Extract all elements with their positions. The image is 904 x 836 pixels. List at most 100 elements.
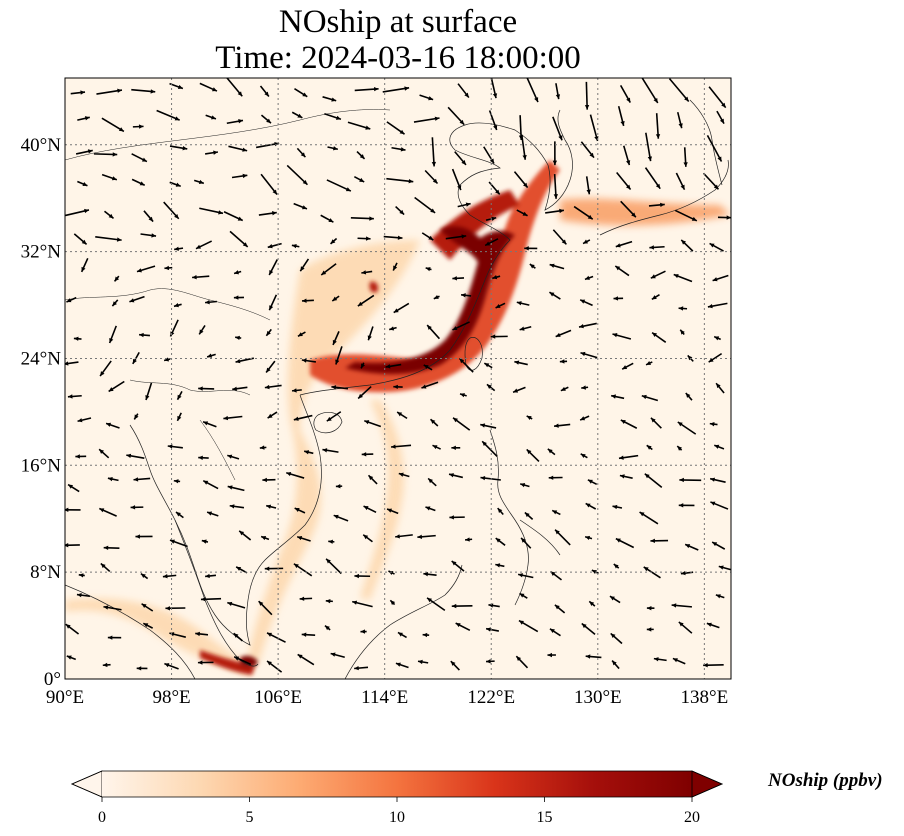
colorbar-extend-min: [70, 770, 103, 798]
wind-arrow: [644, 473, 663, 489]
indochina-coast: [129, 394, 322, 646]
wind-arrow: [708, 352, 723, 363]
wind-arrow: [703, 663, 724, 668]
wind-arrow: [301, 632, 316, 637]
colorbar-tick-label: 0: [98, 809, 106, 826]
wind-arrow: [100, 562, 111, 573]
wind-arrow: [293, 563, 313, 577]
wind-arrow: [347, 121, 371, 130]
wind-arrow: [229, 230, 249, 248]
wind-arrow: [555, 83, 561, 100]
wind-arrow: [714, 444, 725, 450]
wind-arrow: [260, 535, 270, 541]
wind-arrow: [335, 346, 343, 365]
wind-arrow: [357, 385, 372, 400]
wind-arrow: [707, 302, 728, 309]
wind-arrow: [678, 306, 688, 311]
wind-arrow: [77, 180, 88, 187]
wind-arrow: [559, 359, 568, 364]
wind-arrow: [552, 229, 567, 245]
philippines-coast: [489, 429, 561, 606]
wind-arrow: [524, 511, 534, 521]
colorbar-tick-label: 15: [537, 809, 553, 826]
wind-arrow: [291, 388, 302, 393]
wind-arrow: [513, 171, 529, 189]
wind-arrow: [382, 86, 410, 93]
wind-arrow: [395, 534, 413, 539]
wind-arrow: [485, 627, 500, 632]
wind-arrow: [685, 392, 693, 401]
wind-arrow: [526, 448, 540, 462]
map-panel: [64, 77, 732, 680]
wind-arrow: [202, 421, 217, 428]
wind-arrow: [145, 382, 153, 401]
wind-arrow: [679, 477, 702, 483]
wind-arrow: [294, 88, 308, 98]
wind-arrow: [519, 592, 528, 599]
wind-arrow: [126, 453, 145, 459]
wind-arrow: [93, 152, 118, 157]
wind-arrow: [297, 653, 315, 666]
wind-arrow: [99, 507, 117, 517]
wind-arrow: [108, 380, 125, 393]
wind-arrow: [645, 132, 653, 162]
wind-arrow: [233, 656, 252, 666]
wind-arrow: [674, 209, 698, 222]
colorbar: 0 5 10 15 20: [70, 770, 724, 826]
wind-arrow: [679, 329, 685, 336]
wind-arrow: [390, 444, 412, 449]
wind-arrow: [353, 176, 365, 183]
wind-arrow: [223, 415, 243, 421]
plume-light-region: [245, 240, 420, 670]
gridlines: [65, 78, 731, 679]
wind-arrow: [611, 660, 620, 670]
wind-arrow: [676, 111, 683, 129]
wind-arrow: [457, 83, 470, 99]
wind-arrow: [167, 444, 183, 449]
wind-arrow: [133, 477, 151, 482]
wind-arrow: [139, 332, 151, 338]
wind-arrow: [354, 86, 379, 92]
plume-high-region-3: [369, 281, 379, 293]
wind-arrow: [426, 324, 441, 340]
wind-arrow: [258, 600, 273, 616]
wind-arrow: [641, 394, 659, 402]
wind-arrow: [579, 299, 593, 307]
wind-arrow: [75, 454, 87, 459]
wind-arrow: [105, 422, 120, 429]
wind-arrow: [266, 660, 283, 673]
wind-arrow: [350, 216, 374, 221]
wind-arrow: [352, 600, 373, 608]
wind-arrow: [651, 331, 667, 343]
wind-arrow: [77, 116, 90, 121]
wind-arrow: [460, 293, 472, 298]
wind-arrow: [156, 109, 180, 121]
wind-arrow: [268, 259, 278, 276]
wind-arrow: [176, 391, 183, 401]
country-borders: [65, 109, 391, 481]
wind-arrow: [130, 505, 144, 510]
wind-arrow: [367, 326, 374, 341]
borneo-coast: [344, 564, 463, 679]
wind-arrow: [497, 507, 504, 515]
colorbar-extend-max: [691, 770, 724, 798]
wind-arrow: [429, 418, 439, 427]
wind-arrow: [580, 351, 598, 359]
wind-arrow: [389, 599, 396, 606]
wind-arrow: [708, 86, 727, 109]
wind-arrow: [483, 362, 493, 369]
wind-arrow: [706, 134, 723, 162]
wind-arrow: [677, 421, 697, 435]
wind-arrow: [65, 361, 79, 366]
wind-arrow: [101, 117, 125, 133]
wind-arrow: [67, 483, 80, 493]
wind-arrow: [294, 507, 306, 514]
wind-arrow: [650, 270, 666, 279]
wind-arrow: [417, 659, 429, 665]
wind-arrow: [205, 114, 217, 120]
wind-arrow: [423, 572, 437, 577]
wind-arrow: [233, 295, 244, 300]
wind-arrow: [545, 208, 565, 214]
wind-arrow: [80, 257, 89, 273]
wind-arrow: [354, 573, 371, 579]
